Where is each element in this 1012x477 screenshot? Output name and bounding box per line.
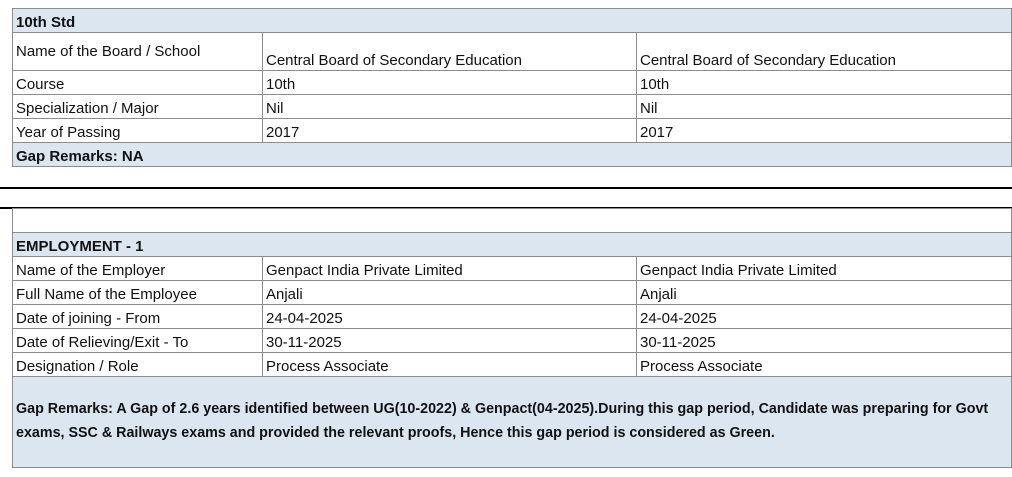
row-label: Full Name of the Employee <box>12 280 263 305</box>
row-label: Course <box>12 70 263 95</box>
section-title: 10th Std <box>12 8 1012 33</box>
row-value: 10th <box>262 70 637 95</box>
row-value: Process Associate <box>262 352 637 377</box>
row-value: Genpact India Private Limited <box>636 256 1012 281</box>
row-label: Name of the Board / School <box>12 32 263 71</box>
row-value: 24-04-2025 <box>262 304 637 329</box>
row-value: Nil <box>636 94 1012 119</box>
row-value: Genpact India Private Limited <box>262 256 637 281</box>
row-value: 24-04-2025 <box>636 304 1012 329</box>
row-value: 30-11-2025 <box>636 328 1012 353</box>
separator <box>0 187 1012 189</box>
row-value: Central Board of Secondary Education <box>636 32 1012 71</box>
row-value: Central Board of Secondary Education <box>262 32 637 71</box>
row-value: 10th <box>636 70 1012 95</box>
row-value: Anjali <box>636 280 1012 305</box>
row-label: Designation / Role <box>12 352 263 377</box>
row-value: 2017 <box>262 118 637 143</box>
row-label: Year of Passing <box>12 118 263 143</box>
row-label: Specialization / Major <box>12 94 263 119</box>
section-title: EMPLOYMENT - 1 <box>12 232 1012 257</box>
row-value: Anjali <box>262 280 637 305</box>
gap-remarks: Gap Remarks: A Gap of 2.6 years identifi… <box>12 376 1012 468</box>
row-label: Name of the Employer <box>12 256 263 281</box>
row-value: Process Associate <box>636 352 1012 377</box>
gap-remarks: Gap Remarks: NA <box>12 142 1012 167</box>
empty-row <box>12 208 1012 233</box>
row-value: Nil <box>262 94 637 119</box>
row-value: 2017 <box>636 118 1012 143</box>
row-value: 30-11-2025 <box>262 328 637 353</box>
row-label: Date of Relieving/Exit - To <box>12 328 263 353</box>
row-label: Date of joining - From <box>12 304 263 329</box>
